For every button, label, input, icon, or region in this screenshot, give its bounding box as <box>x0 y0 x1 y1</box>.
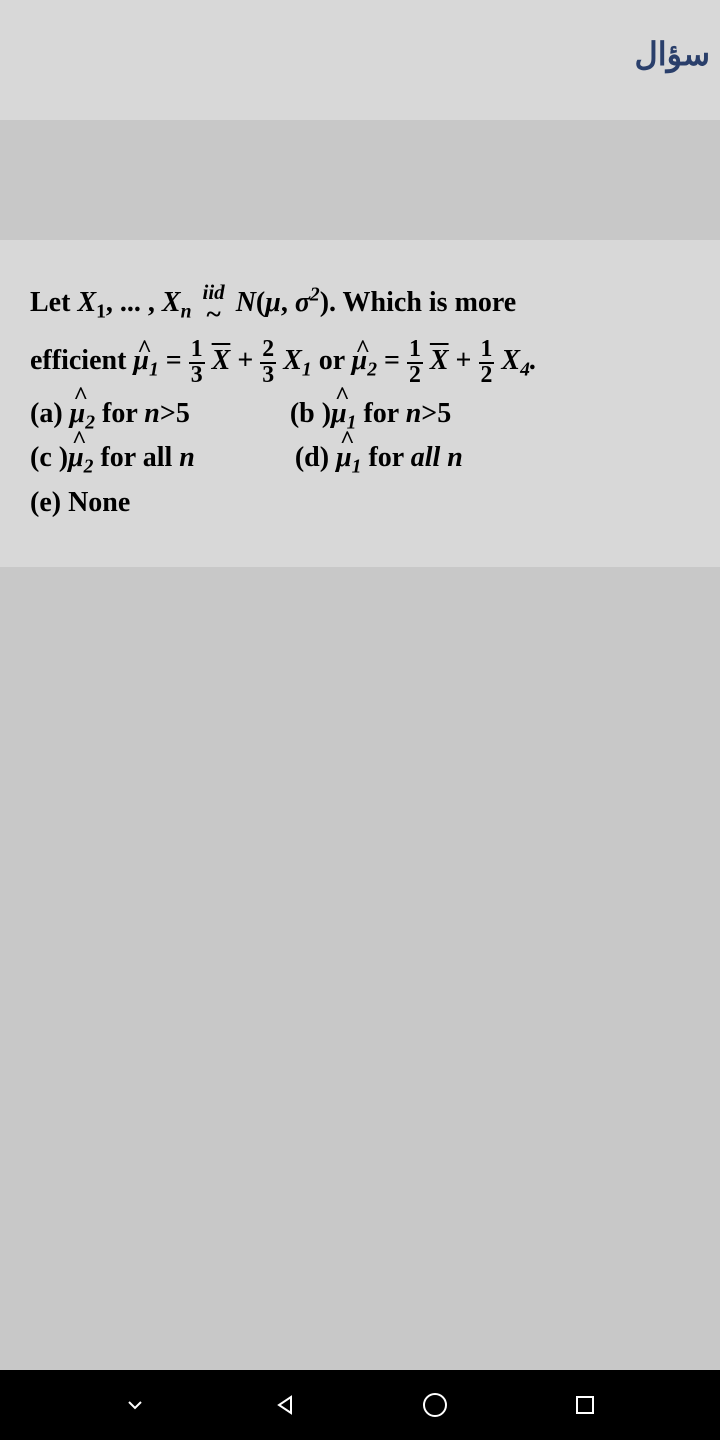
options-row-1: (a) μ2 for n>5 (b )μ1 for n>5 <box>30 398 690 435</box>
efficient-text: efficient <box>30 345 133 376</box>
xbar-1: X <box>212 345 231 376</box>
eq1: = <box>166 345 189 376</box>
options-row-3: (e) None <box>30 487 690 519</box>
lower-background <box>0 600 720 1370</box>
iid-symbol: iid ~ <box>203 283 225 326</box>
chevron-down-icon[interactable] <box>121 1391 149 1419</box>
eq2: = <box>384 345 407 376</box>
plus1: + <box>237 345 260 376</box>
question-line-1: Let X1, ... , Xn iid ~ N(μ, σ2). Which i… <box>30 280 690 328</box>
let-text: Let X1, ... , Xn <box>30 287 192 318</box>
option-e[interactable]: (e) None <box>30 487 130 519</box>
header-bar: سؤال <box>0 0 720 120</box>
home-icon[interactable] <box>421 1391 449 1419</box>
back-icon[interactable] <box>271 1391 299 1419</box>
recent-apps-icon[interactable] <box>571 1391 599 1419</box>
frac-1-2a: 1 2 <box>407 338 423 388</box>
plus2: + <box>456 345 479 376</box>
option-a[interactable]: (a) μ2 for n>5 <box>30 398 190 435</box>
navigation-bar <box>0 1370 720 1440</box>
question-content: Let X1, ... , Xn iid ~ N(μ, σ2). Which i… <box>0 240 720 567</box>
frac-1-2b: 1 2 <box>479 338 495 388</box>
frac-2-3: 2 3 <box>260 338 276 388</box>
or-text: or <box>319 345 352 376</box>
options-row-2: (c )μ2 for all n (d) μ1 for all n <box>30 442 690 479</box>
mu2-hat: μ2 <box>352 345 377 376</box>
mu1-hat: μ1 <box>133 345 158 376</box>
frac-1-3: 1 3 <box>189 338 205 388</box>
option-c[interactable]: (c )μ2 for all n <box>30 442 195 479</box>
option-d[interactable]: (d) μ1 for all n <box>295 442 463 479</box>
x4-term: X4. <box>501 345 536 376</box>
xbar-2: X <box>430 345 449 376</box>
x1-term: X1 <box>283 345 311 376</box>
header-arabic-text: سؤال <box>635 35 710 73</box>
option-b[interactable]: (b )μ1 for n>5 <box>290 398 451 435</box>
distribution-text: N(μ, σ2). Which is more <box>236 287 517 318</box>
question-line-2: efficient μ1 = 1 3 X + 2 3 X1 or μ2 = 1 … <box>30 338 690 388</box>
